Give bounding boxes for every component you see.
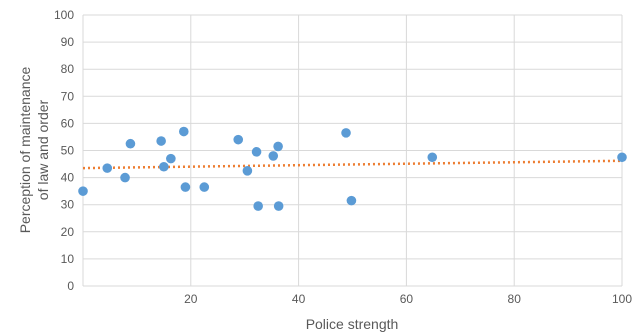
y-tick-label: 70 bbox=[61, 89, 75, 103]
data-point bbox=[253, 201, 263, 211]
y-tick-label: 60 bbox=[61, 116, 75, 130]
x-tick-label: 100 bbox=[612, 292, 632, 306]
data-point bbox=[156, 136, 166, 146]
y-tick-label: 0 bbox=[67, 279, 74, 293]
data-points bbox=[78, 126, 627, 211]
y-tick-label: 90 bbox=[61, 35, 75, 49]
y-axis-title-line-2: of law and order bbox=[35, 99, 51, 200]
data-point bbox=[268, 151, 279, 161]
data-point bbox=[102, 163, 113, 173]
data-point bbox=[346, 195, 357, 206]
data-point bbox=[233, 134, 244, 145]
data-point bbox=[166, 153, 176, 164]
gridlines bbox=[82, 14, 623, 287]
data-point bbox=[78, 186, 88, 196]
data-point bbox=[120, 172, 130, 183]
data-point bbox=[178, 126, 189, 137]
y-tick-label: 50 bbox=[61, 144, 75, 158]
y-tick-label: 100 bbox=[54, 8, 74, 22]
data-point bbox=[251, 147, 262, 157]
data-point bbox=[617, 152, 627, 163]
data-point bbox=[159, 161, 169, 172]
x-tick-label: 40 bbox=[292, 292, 306, 306]
x-tick-label: 80 bbox=[508, 292, 522, 306]
data-point bbox=[180, 182, 191, 192]
data-point bbox=[242, 166, 253, 176]
data-point bbox=[273, 141, 283, 152]
x-tick-label: 20 bbox=[184, 292, 198, 306]
y-tick-label: 10 bbox=[61, 252, 75, 266]
x-axis-title: Police strength bbox=[306, 316, 399, 332]
y-tick-label: 20 bbox=[61, 225, 75, 239]
data-point bbox=[125, 138, 136, 149]
y-tick-label: 80 bbox=[61, 62, 75, 76]
y-axis-ticks: 0 10 20 30 40 50 60 70 80 90 100 bbox=[54, 8, 74, 293]
data-point bbox=[199, 182, 210, 192]
x-tick-label: 60 bbox=[400, 292, 414, 306]
y-tick-label: 30 bbox=[61, 198, 75, 212]
data-point bbox=[427, 152, 438, 163]
data-point bbox=[341, 128, 351, 138]
x-axis-ticks: 20 40 60 80 100 bbox=[184, 292, 632, 306]
y-tick-label: 40 bbox=[61, 171, 75, 185]
data-point bbox=[273, 201, 284, 211]
y-axis-title-line-1: Perception of maintenance bbox=[17, 67, 33, 234]
